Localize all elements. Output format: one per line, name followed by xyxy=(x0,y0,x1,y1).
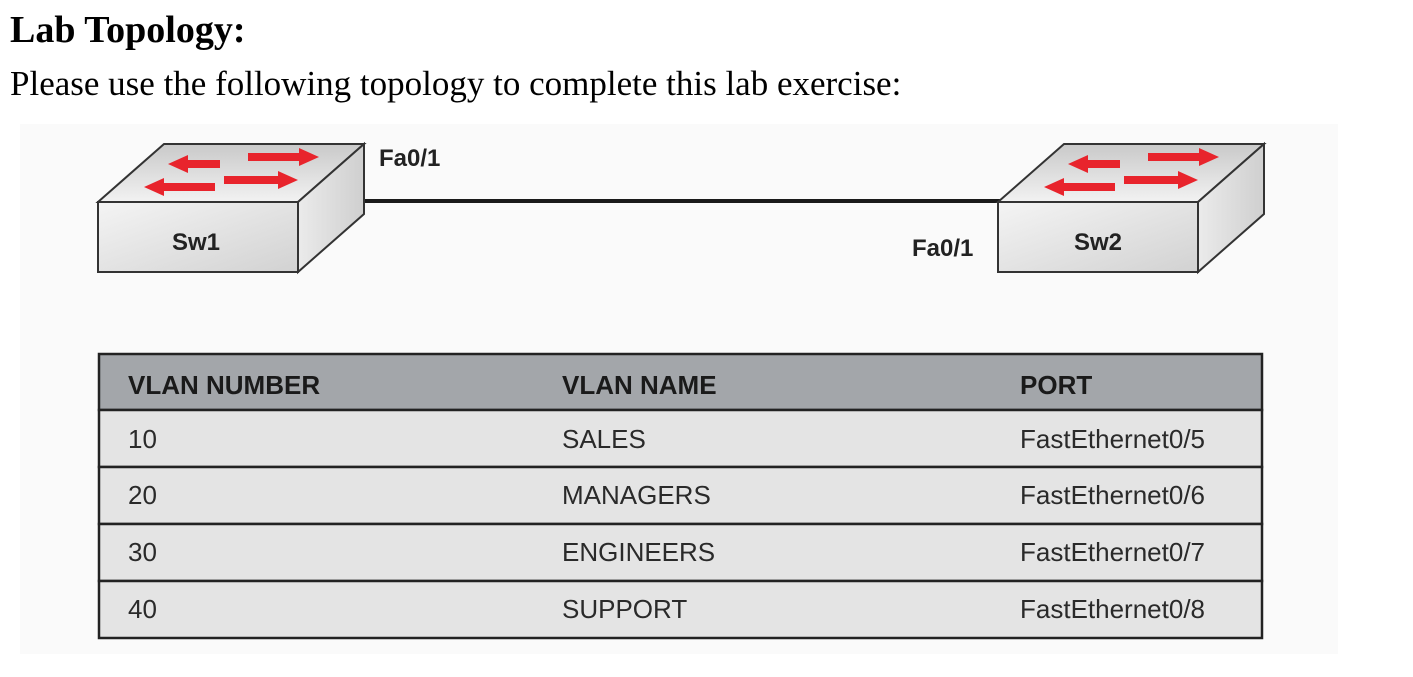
switch-sw2-label: Sw2 xyxy=(1074,229,1122,256)
table-cell-port: FastEthernet0/7 xyxy=(1020,537,1205,567)
table-cell-vlan-number: 30 xyxy=(128,537,157,567)
switch-sw2-arrows-icon xyxy=(1044,148,1219,196)
vlan-table-header-row xyxy=(97,352,1264,412)
sw2-port-label: Fa0/1 xyxy=(912,235,973,262)
table-cell-port: FastEthernet0/6 xyxy=(1020,480,1205,510)
table-cell-vlan-name: MANAGERS xyxy=(562,480,711,510)
table-header-vlan-number: VLAN NUMBER xyxy=(128,370,320,400)
table-cell-vlan-name: SALES xyxy=(562,424,646,454)
switch-sw1-arrows-icon xyxy=(144,148,319,196)
sw1-port-label: Fa0/1 xyxy=(379,145,440,172)
switch-sw1-front xyxy=(97,201,299,273)
table-cell-vlan-number: 40 xyxy=(128,594,157,624)
table-row: 30 ENGINEERS FastEthernet0/7 xyxy=(97,522,1264,583)
table-row-bg xyxy=(97,408,1264,469)
vlan-table: VLAN NUMBER VLAN NAME PORT 10 SALES Fast… xyxy=(97,352,1264,640)
table-header-vlan-name: VLAN NAME xyxy=(562,370,717,400)
topology-figure: Sw1 Sw2 Fa0/1 Fa0/1 VLAN NUMBER VLAN NAM… xyxy=(20,124,1338,654)
table-header-port: PORT xyxy=(1020,370,1092,400)
table-cell-port: FastEthernet0/8 xyxy=(1020,594,1205,624)
intro-text: Please use the following topology to com… xyxy=(10,64,902,103)
table-cell-port: FastEthernet0/5 xyxy=(1020,424,1205,454)
table-row: 20 MANAGERS FastEthernet0/6 xyxy=(97,465,1264,526)
switch-sw2-front xyxy=(997,201,1199,273)
table-row-bg xyxy=(97,522,1264,583)
table-row-bg xyxy=(97,465,1264,526)
table-cell-vlan-number: 10 xyxy=(128,424,157,454)
table-row-bg xyxy=(97,579,1264,640)
table-cell-vlan-number: 20 xyxy=(128,480,157,510)
topology-diagram: Sw1 Sw2 Fa0/1 Fa0/1 VLAN NUMBER VLAN NAM… xyxy=(95,141,1267,640)
page-heading: Lab Topology: xyxy=(10,9,246,51)
switch-sw2: Sw2 xyxy=(995,141,1267,275)
table-row: 40 SUPPORT FastEthernet0/8 xyxy=(97,579,1264,640)
switch-sw1-label: Sw1 xyxy=(172,229,220,256)
table-cell-vlan-name: SUPPORT xyxy=(562,594,687,624)
table-row: 10 SALES FastEthernet0/5 xyxy=(97,408,1264,469)
table-cell-vlan-name: ENGINEERS xyxy=(562,537,715,567)
switch-sw1: Sw1 xyxy=(95,141,367,275)
